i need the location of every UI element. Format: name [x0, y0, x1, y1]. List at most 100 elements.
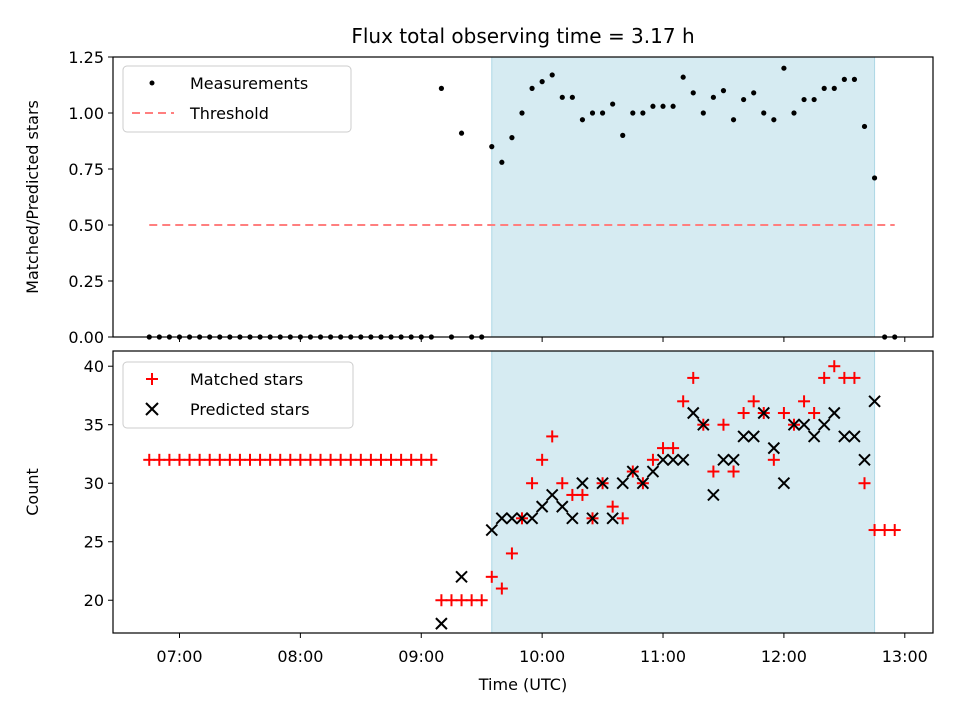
predicted-star-point: [435, 617, 448, 630]
predicted-star-point: [767, 441, 781, 455]
matched-star-point: [354, 453, 367, 466]
predicted-star-point: [646, 465, 660, 478]
predicted-star-point: [546, 488, 559, 502]
predicted-star-point: [656, 453, 670, 467]
measurement-point: [630, 110, 636, 116]
predicted-star-point: [828, 406, 841, 420]
measurement-point: [841, 76, 847, 82]
matched-star-point: [213, 453, 226, 466]
measurement-point: [438, 85, 445, 91]
bottom-y-ticks: 20 25 30 35 40: [84, 357, 113, 610]
predicted-star-point: [515, 512, 529, 525]
measurement-point: [670, 103, 676, 109]
measurement-point: [489, 144, 495, 150]
matched-star-point: [838, 371, 851, 384]
matched-star-point: [677, 395, 690, 408]
predicted-star-point: [707, 488, 720, 502]
legend-matched-label: Matched stars: [190, 370, 303, 389]
y-tick-label: 0.75: [68, 160, 104, 179]
measurement-point: [519, 110, 525, 116]
predicted-star-point: [797, 418, 811, 431]
matched-star-point: [687, 371, 700, 384]
measurement-point: [539, 79, 545, 85]
matched-star-point: [163, 453, 176, 466]
matched-star-point: [818, 371, 831, 384]
measurement-point: [821, 85, 827, 91]
matched-star-point: [455, 594, 468, 607]
matched-star-point: [828, 360, 841, 373]
matched-star-point: [183, 453, 196, 466]
matched-star-point: [616, 512, 629, 525]
predicted-star-point: [807, 430, 821, 443]
predicted-star-point: [666, 453, 680, 467]
measurement-point: [801, 96, 807, 103]
matched-star-point: [445, 594, 458, 607]
measurement-point: [851, 76, 858, 82]
y-tick-label: 1.00: [68, 104, 104, 123]
measurement-point: [559, 94, 565, 100]
matched-star-point: [767, 453, 780, 466]
predicted-star-point: [757, 406, 770, 420]
measurement-point: [761, 110, 767, 116]
legend-predicted-label: Predicted stars: [190, 400, 310, 419]
y-tick-label: 30: [84, 474, 104, 493]
predicted-star-point: [687, 406, 700, 420]
matched-star-point: [395, 453, 408, 466]
predicted-star-point: [616, 477, 629, 490]
measurement-point: [599, 110, 606, 116]
matched-star-point: [173, 453, 186, 466]
predicted-star-point: [626, 465, 640, 478]
matched-star-point: [143, 453, 156, 466]
legend-matched-marker: [146, 373, 158, 385]
measurement-point: [741, 96, 747, 103]
measurement-point: [861, 123, 868, 130]
predicted-star-point: [727, 453, 740, 467]
matched-star-point: [233, 453, 246, 466]
matched-star-point: [415, 453, 428, 466]
x-tick-label: 09:00: [398, 647, 444, 666]
measurement-point: [620, 132, 626, 138]
matched-star-point: [606, 500, 619, 513]
matched-star-point: [274, 453, 287, 466]
measurement-point: [549, 72, 555, 78]
top-observing-window: [491, 56, 876, 338]
y-tick-label: 0.00: [68, 328, 104, 347]
bottom-axes-frame: [112, 350, 934, 634]
predicted-star-point: [858, 453, 871, 467]
matched-star-point: [254, 453, 267, 466]
predicted-star-point: [747, 430, 760, 443]
matched-star-point: [505, 547, 518, 560]
matched-star-point: [223, 453, 236, 466]
matched-star-point: [324, 453, 337, 466]
matched-star-point: [536, 453, 549, 466]
predicted-star-point: [535, 500, 549, 513]
matched-star-point: [244, 453, 257, 466]
y-tick-label: 25: [84, 533, 104, 552]
matched-star-point: [193, 453, 206, 466]
measurement-point: [660, 103, 666, 109]
bottom-panel: 20 25 30 35 40 07:00 08:00 09:00 10:00 11:00 12:0…: [23, 350, 934, 694]
y-tick-label: 0.50: [68, 216, 104, 235]
predicted-star-point: [556, 500, 569, 513]
measurement-point: [781, 65, 787, 71]
matched-star-point: [657, 442, 670, 455]
predicted-star-point: [717, 453, 730, 467]
matched-star-point: [526, 477, 539, 490]
matched-star-point: [707, 465, 720, 478]
top-y-axis-label: Matched/Predicted stars: [23, 100, 42, 294]
matched-star-point: [435, 594, 448, 607]
matched-star-point: [646, 453, 659, 466]
matched-star-point: [878, 524, 891, 537]
matched-star-point: [465, 594, 478, 607]
predicted-star-point: [525, 512, 539, 525]
matched-star-point: [737, 407, 750, 420]
bottom-y-axis-label: Count: [23, 468, 42, 516]
matched-star-point: [747, 395, 760, 408]
matched-star-point: [374, 453, 387, 466]
matched-star-point: [546, 430, 559, 443]
matched-star-point: [304, 453, 317, 466]
y-tick-label: 40: [84, 357, 104, 376]
measurement-point: [811, 96, 817, 103]
predicted-star-point: [777, 477, 791, 490]
legend-measurements-label: Measurements: [190, 74, 308, 93]
